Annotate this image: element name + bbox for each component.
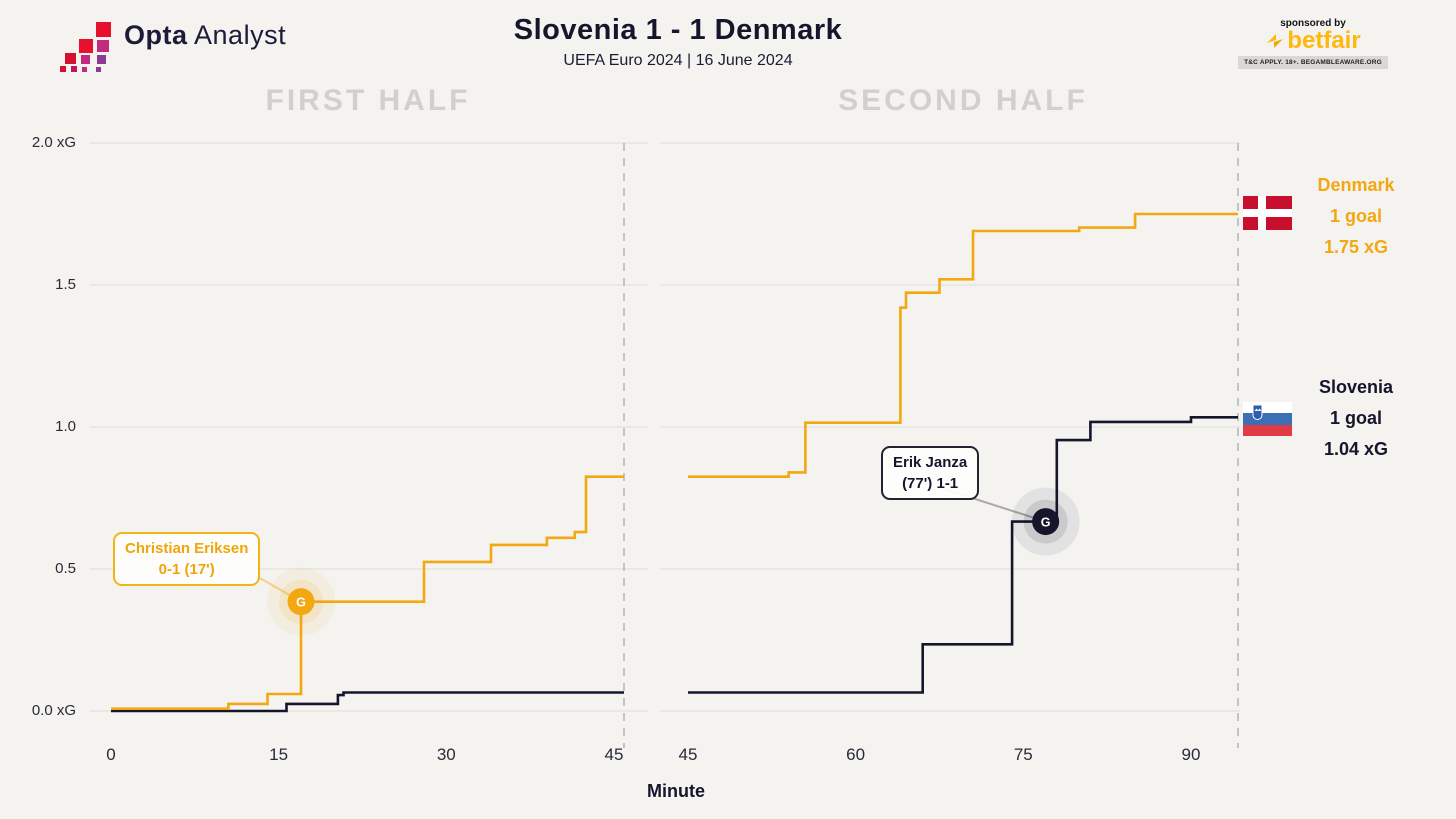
team-name: Slovenia — [1318, 377, 1394, 397]
team-xg: 1.75 xG — [1323, 237, 1389, 257]
goal-callout-eriksen: Christian Eriksen 0-1 (17') — [113, 532, 261, 586]
slovenia-flag-icon — [1243, 402, 1292, 436]
y-tick-label: 1.5 — [55, 276, 76, 293]
goal-scorer: Erik Janza — [893, 454, 968, 471]
denmark-flag-icon — [1243, 196, 1292, 230]
first-half-header: FIRST HALF — [265, 84, 471, 117]
brand-lockup: Opta Analyst — [58, 20, 286, 51]
brand-name: Opta Analyst — [124, 20, 286, 51]
goal-g-glyph: G — [296, 596, 306, 610]
goal-score-minute: (77') 1-1 — [902, 475, 959, 492]
team-goals: 1 goal — [1329, 408, 1382, 428]
x-tick-label: 60 — [846, 745, 866, 764]
slovenia-coat-of-arms — [1252, 404, 1263, 420]
sponsor-terms: T&C APPLY. 18+. BEGAMBLEAWARE.ORG — [1238, 56, 1388, 69]
slovenia-xg-line-second-half — [688, 416, 1238, 694]
team-xg: 1.04 xG — [1323, 439, 1389, 459]
denmark-result-label: Denmark 1 goal 1.75 xG — [1286, 170, 1426, 263]
goal-scorer: Christian Eriksen — [125, 540, 249, 557]
goal-g-glyph: G — [1041, 516, 1051, 530]
y-tick-label: 2.0 xG — [31, 134, 76, 151]
sponsor-name: betfair — [1287, 27, 1361, 54]
y-tick-label: 1.0 — [55, 418, 76, 435]
x-axis-title: Minute — [647, 781, 705, 801]
sponsor-block: sponsored by betfair T&C APPLY. 18+. BEG… — [1238, 18, 1388, 69]
second-half-header: SECOND HALF — [838, 84, 1088, 117]
denmark-xg-line-second-half — [688, 212, 1238, 478]
xg-step-lines — [111, 212, 1238, 713]
title-block: Slovenia 1 - 1 Denmark UEFA Euro 2024 | … — [378, 14, 978, 70]
goal-markers: GG — [267, 487, 1080, 636]
x-tick-label: 30 — [436, 745, 456, 764]
slovenia-xg-line-first-half — [111, 691, 624, 713]
goal-marker-eriksen: G — [267, 567, 336, 636]
betfair-arrows-icon — [1267, 34, 1284, 48]
page-subtitle: UEFA Euro 2024 | 16 June 2024 — [563, 52, 793, 69]
x-tick-label: 45 — [604, 745, 624, 764]
denmark-xg-line-first-half — [111, 475, 624, 710]
annotation-connectors — [257, 488, 1046, 603]
x-tick-label: 15 — [269, 745, 289, 764]
x-tick-label: 90 — [1181, 745, 1201, 764]
slovenia-result-label: Slovenia 1 goal 1.04 xG — [1286, 372, 1426, 465]
goal-score-minute: 0-1 (17') — [158, 561, 215, 578]
x-tick-label: 45 — [678, 745, 698, 764]
brand-name-light: Analyst — [194, 20, 287, 50]
y-tick-label: 0.0 xG — [31, 702, 76, 719]
betfair-logo: betfair — [1238, 29, 1388, 53]
half-end-dashed-lines — [623, 143, 1239, 748]
goal-callout-janza: Erik Janza (77') 1-1 — [881, 446, 980, 500]
goal-circle — [287, 588, 315, 616]
sponsor-pre-text: sponsored by — [1280, 18, 1346, 29]
page-title: Slovenia 1 - 1 Denmark — [513, 14, 843, 46]
goal-marker-janza: G — [1011, 487, 1080, 556]
gridlines — [90, 142, 1240, 712]
x-tick-label: 75 — [1013, 745, 1033, 764]
x-tick-label: 0 — [106, 745, 116, 764]
goal-circle — [1032, 508, 1060, 536]
team-name: Denmark — [1317, 175, 1395, 195]
team-goals: 1 goal — [1329, 206, 1382, 226]
opta-logo-icon — [60, 22, 111, 72]
brand-name-bold: Opta — [124, 20, 188, 50]
y-tick-label: 0.5 — [55, 560, 76, 577]
